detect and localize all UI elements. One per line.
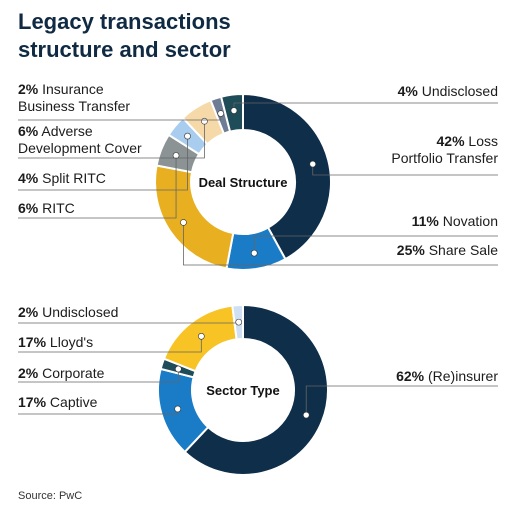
leader-dot: [309, 160, 317, 168]
center-label: Sector Type: [206, 383, 279, 398]
deal-structure-chart: Deal Structure 42% Loss Portfolio Transfer…: [18, 81, 498, 271]
center-label: Deal Structure: [199, 175, 288, 190]
title-line-1: Legacy transactions: [18, 9, 231, 34]
label-share-sale: 25% Share Sale: [397, 242, 498, 258]
label-undisclosed: 4% Undisclosed: [398, 83, 498, 99]
leader-dot: [201, 117, 208, 125]
leader-line: [18, 336, 202, 353]
leader-dot: [184, 132, 191, 140]
source-note: Source: PwC: [18, 490, 83, 502]
leader-dot: [235, 318, 243, 326]
slice-re-insurer: [183, 303, 329, 476]
leader-dot: [174, 405, 182, 413]
leader-line: [18, 136, 188, 191]
leader-line: [312, 164, 498, 176]
leader-line: [305, 385, 498, 416]
leader-dot: [175, 365, 182, 373]
label-adverse-development-cover: 6% Adverse Development Cover: [18, 123, 142, 156]
leader-dot: [198, 332, 205, 340]
leader-dot: [180, 219, 187, 226]
leader-line: [253, 235, 498, 254]
label-corporate: 2% Corporate: [18, 365, 105, 381]
leader-line: [183, 222, 498, 266]
leader-dot: [302, 411, 310, 419]
label-split-ritc: 4% Split RITC: [18, 170, 106, 186]
sector-type-chart: Sector Type 62% (Re)insurer 17% Captive 2% …: [18, 303, 498, 476]
label-novation: 11% Novation: [412, 213, 498, 229]
label-undisclosed: 2% Undisclosed: [18, 304, 118, 320]
label-loss-portfolio-transfer: 42% Loss Portfolio Transfer: [391, 133, 498, 166]
leader-dot: [230, 107, 238, 114]
leader-dot: [172, 152, 180, 159]
leader-line: [18, 155, 177, 219]
label-insurance-business-transfer: 2% Insurance Business Transfer: [18, 81, 130, 114]
leader-line: [18, 121, 205, 159]
leader-dot: [250, 249, 258, 257]
label-lloyd-s: 17% Lloyd's: [18, 334, 93, 350]
label-captive: 17% Captive: [18, 394, 98, 410]
leader-dot: [217, 110, 225, 117]
title-line-2: structure and sector: [18, 37, 231, 62]
leader-line: [18, 368, 179, 383]
slice-loss-portfolio-transfer: [242, 92, 332, 261]
label-ritc: 6% RITC: [18, 200, 75, 216]
label-re-insurer: 62% (Re)insurer: [396, 368, 498, 384]
page-title: Legacy transactions structure and sector: [18, 8, 438, 64]
